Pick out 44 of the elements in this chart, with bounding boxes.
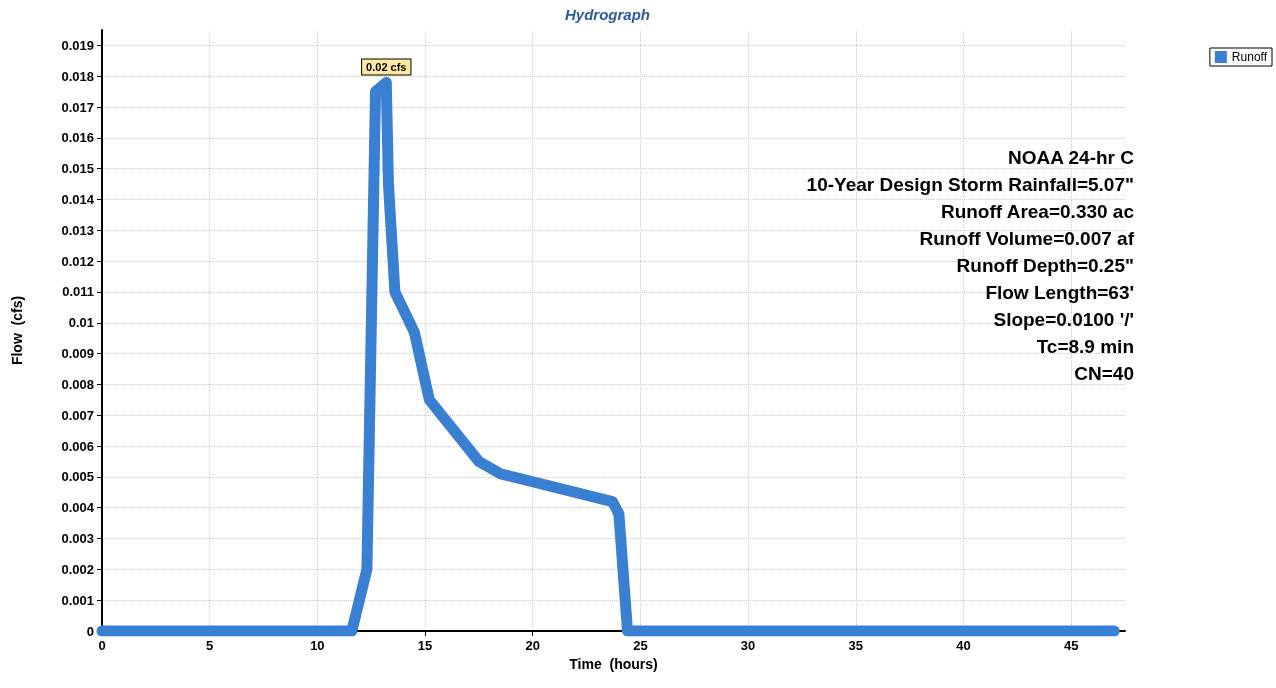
y-tick-label: 0.014 <box>61 192 95 208</box>
y-tick-label: 0.004 <box>61 500 95 516</box>
annotation: 10-Year Design Storm Rainfall=5.07" <box>806 174 1134 195</box>
x-tick-label: 15 <box>417 638 433 653</box>
x-tick-label: 30 <box>740 638 756 653</box>
x-tick-label: 5 <box>206 638 214 653</box>
y-tick-label: 0 <box>86 623 94 639</box>
annotation: NOAA 24-hr C <box>1008 147 1135 168</box>
x-tick-label: 25 <box>633 638 648 653</box>
y-tick-label: 0.016 <box>61 130 94 146</box>
x-tick-label: 0 <box>98 638 106 653</box>
x-axis-title: Time (hours) <box>569 656 658 672</box>
x-tick-label: 35 <box>848 638 864 653</box>
annotation: Runoff Area=0.330 ac <box>940 201 1135 222</box>
y-tick-label: 0.007 <box>61 407 94 423</box>
y-axis-title: Flow (cfs) <box>9 295 25 366</box>
y-tick-label: 0.018 <box>61 68 94 84</box>
y-tick-label: 0.013 <box>61 222 94 238</box>
annotation: Tc=8.9 min <box>1036 336 1134 357</box>
y-tick-label: 0.005 <box>61 469 94 485</box>
annotation: Runoff Volume=0.007 af <box>919 228 1135 249</box>
y-tick-label: 0.008 <box>61 376 94 392</box>
y-tick-label: 0.009 <box>61 346 94 362</box>
annotation: Runoff Depth=0.25" <box>956 255 1134 276</box>
y-tick-label: 0.002 <box>61 561 94 577</box>
y-tick-label: 0.017 <box>61 99 94 115</box>
x-tick-label: 10 <box>310 638 325 653</box>
y-tick-label: 0.015 <box>61 161 94 177</box>
y-tick-label: 0.011 <box>62 284 94 300</box>
y-tick-label: 0.01 <box>68 315 94 331</box>
legend-label: Runoff <box>1231 50 1268 64</box>
x-tick-label: 20 <box>525 638 540 653</box>
x-tick-label: 45 <box>1063 638 1079 653</box>
annotation: 0.02 cfs <box>366 60 407 73</box>
y-tick-label: 0.012 <box>61 253 94 269</box>
y-tick-label: 0.006 <box>61 438 94 454</box>
y-tick-label: 0.003 <box>61 531 94 547</box>
y-tick-label: 0.019 <box>61 37 94 53</box>
y-tick-label: 0.001 <box>61 592 94 608</box>
annotation: Slope=0.0100 '/' <box>993 309 1134 330</box>
annotation: CN=40 <box>1074 363 1134 384</box>
annotation: Flow Length=63' <box>985 282 1134 303</box>
x-tick-label: 40 <box>956 638 971 653</box>
chart-title: Hydrograph <box>565 6 651 23</box>
